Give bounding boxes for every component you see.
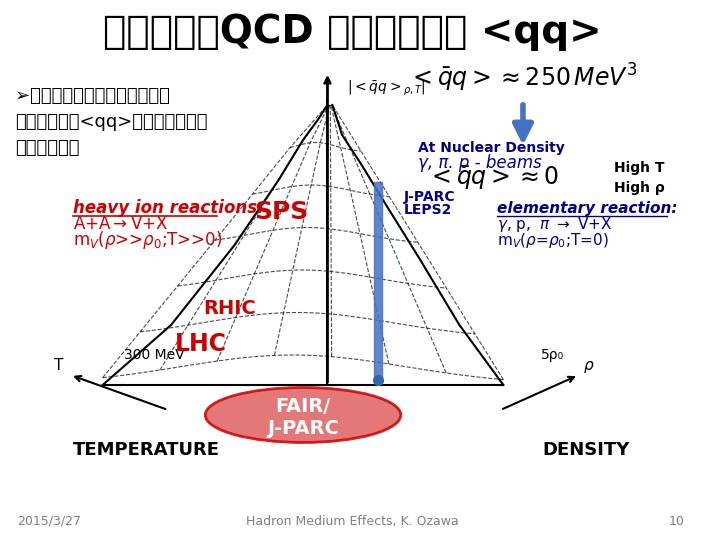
Text: Hadron Medium Effects, K. Ozawa: Hadron Medium Effects, K. Ozawa: [246, 515, 458, 528]
Text: At Nuclear Density: At Nuclear Density: [418, 141, 565, 155]
Text: m$_V$($\rho$>>$\rho_0$;T>>0): m$_V$($\rho$>>$\rho_0$;T>>0): [73, 229, 222, 251]
Text: LEPS2: LEPS2: [404, 203, 452, 217]
Text: FAIR/
J-PARC: FAIR/ J-PARC: [267, 397, 339, 438]
Text: ρ: ρ: [584, 358, 593, 373]
Text: $< \bar{q}q > \approx 250\,MeV^3$: $< \bar{q}q > \approx 250\,MeV^3$: [408, 62, 638, 94]
Text: 5ρ₀: 5ρ₀: [541, 348, 564, 362]
Text: ➢カイラル対称性の自発的破れ
は、秩序変数<qq>によって、特徴
づけられる。: ➢カイラル対称性の自発的破れ は、秩序変数<qq>によって、特徴 づけられる。: [14, 86, 207, 157]
Text: $< \bar{q}q > \approx 0$: $< \bar{q}q > \approx 0$: [428, 164, 560, 192]
Text: RHIC: RHIC: [203, 299, 256, 318]
Text: heavy ion reactions:: heavy ion reactions:: [73, 199, 264, 217]
Text: 2015/3/27: 2015/3/27: [17, 515, 81, 528]
Text: J-PARC: J-PARC: [404, 190, 455, 204]
Ellipse shape: [205, 388, 401, 442]
Text: SPS: SPS: [254, 200, 309, 224]
Text: 10: 10: [668, 515, 684, 528]
Text: DENSITY: DENSITY: [543, 441, 630, 459]
Text: γ, π. p - beams: γ, π. p - beams: [418, 154, 542, 172]
Text: T: T: [54, 358, 63, 373]
Text: 300 MeV: 300 MeV: [124, 348, 185, 362]
Text: m$_V$($\rho$=$\rho_0$;T=0): m$_V$($\rho$=$\rho_0$;T=0): [497, 232, 608, 251]
Text: $\gamma$, p,  $\pi$ $\rightarrow$ V+X: $\gamma$, p, $\pi$ $\rightarrow$ V+X: [497, 215, 612, 234]
Text: LHC: LHC: [174, 332, 226, 356]
Text: 測定量へ：QCD 相と秩序変数 <qq>: 測定量へ：QCD 相と秩序変数 <qq>: [102, 13, 601, 51]
Text: $|<\bar{q}q>_{\rho,T}|$: $|<\bar{q}q>_{\rho,T}|$: [347, 78, 426, 98]
Text: A+A$\rightarrow$V+X: A+A$\rightarrow$V+X: [73, 215, 168, 233]
Text: TEMPERATURE: TEMPERATURE: [73, 441, 220, 459]
Text: High T
High ρ: High T High ρ: [614, 161, 665, 195]
Text: elementary reaction:: elementary reaction:: [497, 200, 677, 215]
